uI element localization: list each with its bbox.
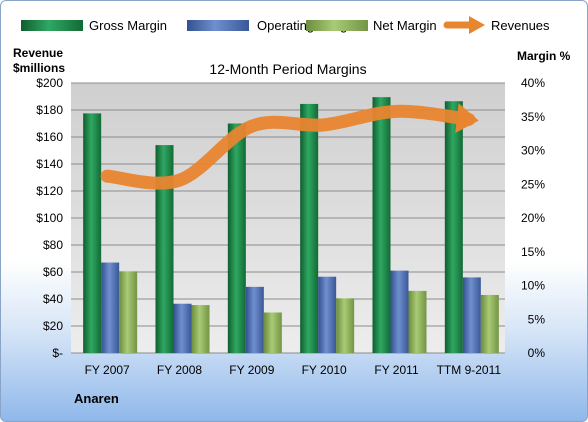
bar-gross-margin-1 xyxy=(155,145,174,353)
gridlines xyxy=(71,82,505,354)
y-left-axis-title-line2: $millions xyxy=(13,61,65,75)
x-tick-labels: FY 2007 FY 2008 FY 2009 FY 2010 FY 2011 TTM 9… xyxy=(85,363,502,377)
y-left-tick-label: $180 xyxy=(36,103,63,117)
y-right-tick-label: 5% xyxy=(528,312,546,326)
bar-operating-margin-1 xyxy=(173,303,192,353)
x-tick-label: FY 2007 xyxy=(85,363,130,377)
y-right-tick-label: 0% xyxy=(528,346,546,360)
y-left-tick-label: $40 xyxy=(43,292,63,306)
y-right-axis-title: Margin % xyxy=(517,49,571,63)
x-tick-label: FY 2011 xyxy=(374,363,419,377)
y-left-tick-label: $140 xyxy=(36,157,63,171)
revenues-line-path xyxy=(100,104,476,190)
bar-net-margin-2 xyxy=(263,312,282,353)
company-label: Anaren xyxy=(74,391,119,406)
y-left-tick-label: $60 xyxy=(43,265,63,279)
y-left-tick-label: $100 xyxy=(36,211,63,225)
bar-gross-margin-2 xyxy=(227,123,246,353)
bar-group xyxy=(83,97,499,353)
revenues-arrowhead xyxy=(455,103,479,134)
legend-swatch-net-margin xyxy=(306,20,368,31)
bar-operating-margin-5 xyxy=(462,277,481,353)
x-tick-label: FY 2009 xyxy=(229,363,274,377)
chart-title: 12-Month Period Margins xyxy=(209,61,366,77)
y-right-tick-label: 25% xyxy=(521,177,545,191)
bar-net-margin-0 xyxy=(119,271,138,353)
legend-swatch-revenues xyxy=(443,16,485,34)
bar-net-margin-5 xyxy=(480,294,499,353)
y-right-tick-labels: 0% 5% 10% 15% 20% 25% 30% 35% 40% xyxy=(521,76,545,360)
y-left-tick-label: $160 xyxy=(36,130,63,144)
y-left-tick-label: $20 xyxy=(43,319,63,333)
bar-gross-margin-4 xyxy=(372,97,391,353)
y-left-tick-label: $200 xyxy=(36,76,63,90)
bar-net-margin-3 xyxy=(336,298,355,353)
x-tick-label: TTM 9-2011 xyxy=(437,363,502,377)
y-left-tick-label: $- xyxy=(52,346,63,360)
bar-operating-margin-4 xyxy=(390,270,409,353)
y-right-tick-label: 30% xyxy=(521,144,545,158)
bar-gross-margin-0 xyxy=(83,113,102,353)
legend-label-revenues: Revenues xyxy=(491,18,550,33)
legend-swatch-operating-margin xyxy=(187,20,249,31)
bar-operating-margin-0 xyxy=(101,262,120,353)
y-right-tick-label: 35% xyxy=(521,110,545,124)
x-tick-label: FY 2010 xyxy=(302,363,347,377)
y-right-tick-label: 10% xyxy=(521,279,545,293)
legend-label-net-margin: Net Margin xyxy=(373,18,437,33)
y-left-axis-title-line1: Revenue xyxy=(13,46,63,60)
x-tick-label: FY 2008 xyxy=(157,363,202,377)
bar-operating-margin-2 xyxy=(245,286,264,353)
y-right-tick-label: 40% xyxy=(521,76,545,90)
bar-net-margin-1 xyxy=(191,305,210,353)
revenues-line xyxy=(100,103,479,190)
bar-operating-margin-3 xyxy=(318,276,337,353)
y-right-tick-label: 15% xyxy=(521,245,545,259)
y-left-tick-label: $80 xyxy=(43,238,63,252)
legend: Gross Margin Operating Margin Net Margin… xyxy=(21,16,550,34)
legend-label-gross-margin: Gross Margin xyxy=(89,18,167,33)
bar-gross-margin-3 xyxy=(300,103,319,353)
bar-gross-margin-5 xyxy=(444,101,463,353)
y-left-tick-labels: $- $20 $40 $60 $80 $100 $120 $140 $160 $180 $200 xyxy=(36,76,63,360)
y-right-tick-label: 20% xyxy=(521,211,545,225)
legend-swatch-gross-margin xyxy=(21,20,83,31)
bar-net-margin-4 xyxy=(408,290,427,353)
y-left-tick-label: $120 xyxy=(36,184,63,198)
